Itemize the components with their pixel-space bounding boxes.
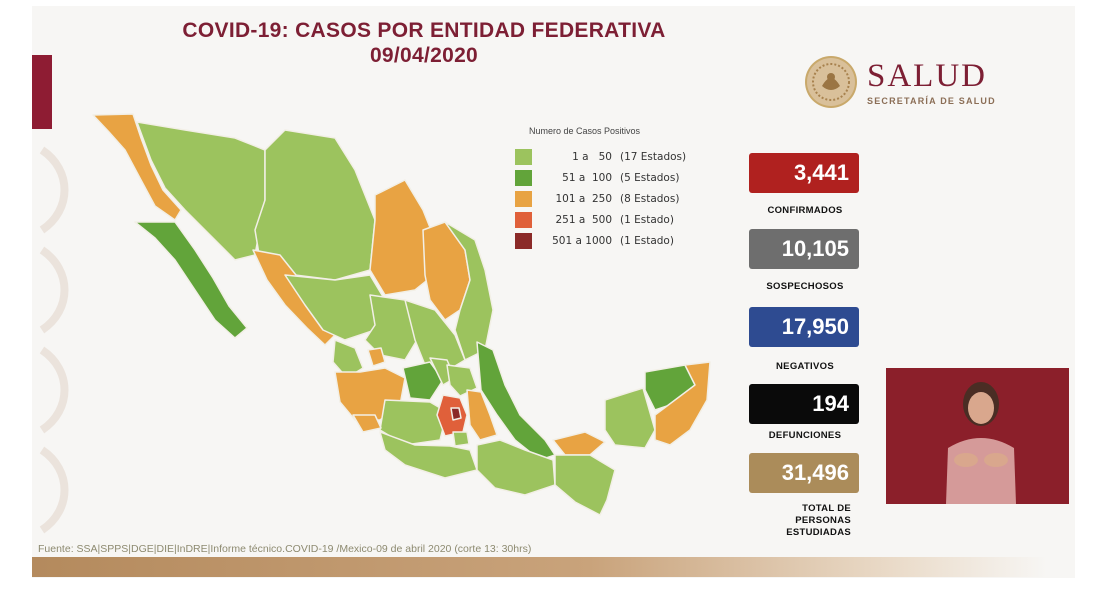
state-chihuahua — [254, 129, 376, 281]
legend-item: 251 a 500 (1 Estado) — [515, 209, 695, 230]
logo-subtitle: SECRETARÍA DE SALUD — [867, 96, 996, 106]
legend-range: 101 a 250 — [555, 192, 612, 205]
state-colima — [352, 414, 382, 433]
state-aguascalientes — [367, 347, 386, 367]
negative-label: NEGATIVOS — [776, 361, 834, 372]
legend-swatch — [515, 169, 532, 186]
legend-states: (5 Estados) — [620, 171, 680, 184]
total-studied-label-line: PERSONAS — [795, 515, 851, 526]
legend-states: (1 Estado) — [620, 234, 674, 247]
state-puebla — [466, 389, 498, 441]
footer-bar — [32, 557, 1047, 577]
footer-source: Fuente: SSA|SPPS|DGE|DIE|InDRE|Informe t… — [38, 543, 532, 555]
legend-states: (17 Estados) — [620, 150, 687, 163]
state-tabasco — [552, 431, 606, 456]
legend-states: (8 Estados) — [620, 192, 680, 205]
map-legend: Numero de Casos Positivos 1 a 50 (17 Est… — [515, 126, 695, 251]
legend-range: 501 a 1000 — [552, 234, 612, 247]
suspected-label: SOSPECHOSOS — [766, 281, 844, 292]
page-title: COVID-19: CASOS POR ENTIDAD FEDERATIVA 0… — [130, 18, 718, 68]
state-quintana-roo — [654, 361, 711, 446]
legend-item: 1 a 50 (17 Estados) — [515, 146, 695, 167]
salud-logo: SALUD SECRETARÍA DE SALUD — [805, 56, 1005, 112]
legend-range: 1 a 50 — [565, 150, 612, 163]
logo-wordmark: SALUD — [867, 58, 988, 94]
legend-range: 51 a 100 — [558, 171, 612, 184]
confirmed-value: 3,441 — [749, 153, 859, 193]
state-baja-california — [92, 113, 182, 221]
legend-item: 51 a 100 (5 Estados) — [515, 167, 695, 188]
accent-bar — [32, 55, 52, 129]
sign-language-interpreter-video — [886, 368, 1069, 504]
negative-value: 17,950 — [749, 307, 859, 347]
title-date: 09/04/2020 — [369, 44, 479, 67]
state-campeche — [604, 387, 656, 449]
legend-range: 251 a 500 — [555, 213, 612, 226]
state-morelos — [452, 431, 470, 447]
deaths-value: 194 — [749, 384, 859, 424]
state-sonora — [136, 121, 266, 261]
deaths-label: DEFUNCIONES — [768, 430, 842, 441]
state-baja-california-sur — [134, 221, 248, 339]
legend-swatch — [515, 148, 532, 165]
legend-swatch — [515, 190, 532, 207]
legend-swatch — [515, 232, 532, 249]
legend-item: 501 a 1000 (1 Estado) — [515, 230, 695, 251]
total-studied-label-line: TOTAL DE — [802, 503, 851, 514]
total-studied-label: TOTAL DE PERSONAS ESTUDIADAS — [749, 503, 851, 539]
mexico-map — [92, 113, 711, 516]
confirmed-label: CONFIRMADOS — [767, 205, 843, 216]
title-line-1: COVID-19: CASOS POR ENTIDAD FEDERATIVA — [182, 19, 666, 42]
legend-swatch — [515, 211, 532, 228]
state-sinaloa — [252, 249, 336, 346]
state-cdmx — [450, 407, 462, 421]
decorative-pattern — [39, 146, 69, 534]
total-studied-label-line: ESTUDIADAS — [786, 527, 851, 538]
legend-states: (1 Estado) — [620, 213, 674, 226]
state-guanajuato — [402, 361, 444, 401]
state-michoacan — [379, 399, 448, 446]
suspected-value: 10,105 — [749, 229, 859, 269]
state-chiapas — [554, 454, 616, 516]
seal-icon — [805, 56, 857, 108]
legend-item: 101 a 250 (8 Estados) — [515, 188, 695, 209]
total-studied-value: 31,496 — [749, 453, 859, 493]
legend-title: Numero de Casos Positivos — [529, 126, 641, 136]
